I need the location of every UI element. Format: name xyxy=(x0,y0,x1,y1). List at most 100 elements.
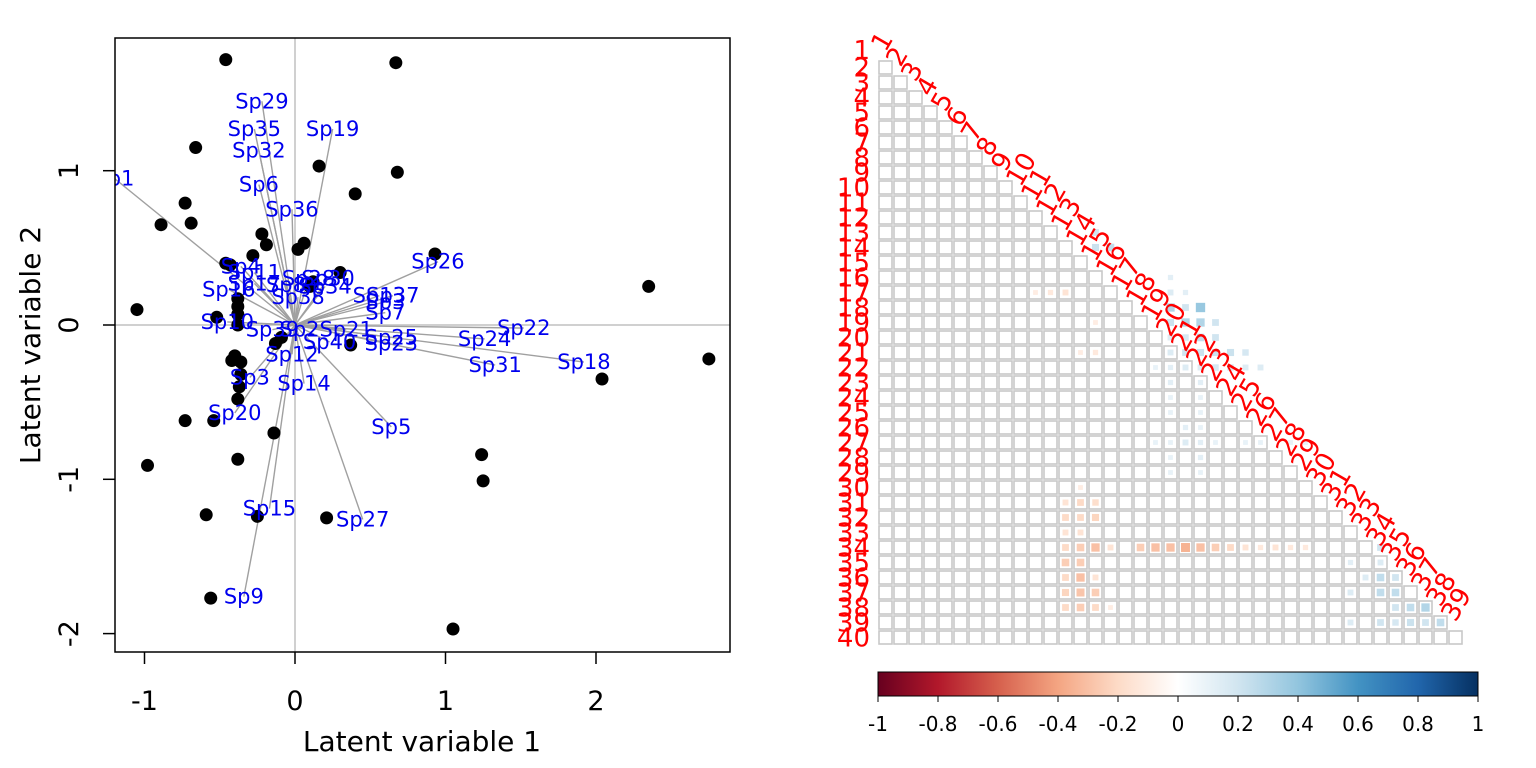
matrix-cell xyxy=(893,510,908,525)
matrix-cell xyxy=(878,60,893,75)
matrix-cell xyxy=(1133,420,1148,435)
correlation-square xyxy=(1182,424,1189,431)
correlation-square xyxy=(1166,543,1175,552)
correlation-square xyxy=(1106,243,1115,252)
row-label: 33 xyxy=(837,519,870,549)
y-tick-label: 1 xyxy=(54,162,85,179)
matrix-cell xyxy=(1118,315,1133,330)
species-label: Sp39 xyxy=(246,318,299,342)
matrix-cell xyxy=(1148,570,1163,585)
matrix-cell xyxy=(1133,450,1148,465)
matrix-cell xyxy=(1328,630,1343,645)
matrix-cell xyxy=(878,435,893,450)
matrix-cell xyxy=(1448,630,1463,645)
matrix-cell xyxy=(1208,405,1223,420)
matrix-cell xyxy=(1283,525,1298,540)
species-loading-line xyxy=(294,324,485,340)
matrix-cell xyxy=(1043,450,1058,465)
matrix-cell xyxy=(1148,555,1163,570)
site-point xyxy=(255,227,269,241)
matrix-cell xyxy=(1223,465,1238,480)
matrix-cell xyxy=(1043,435,1058,450)
matrix-cell xyxy=(998,180,1013,195)
matrix-cell xyxy=(1223,495,1238,510)
matrix-cell xyxy=(1013,480,1028,495)
matrix-cell xyxy=(878,390,893,405)
matrix-cell xyxy=(893,300,908,315)
correlation-square xyxy=(1196,543,1205,552)
correlation-square xyxy=(1093,320,1098,325)
matrix-cell xyxy=(1043,510,1058,525)
correlation-square xyxy=(1062,544,1069,551)
matrix-cell xyxy=(1403,630,1418,645)
matrix-cell xyxy=(1013,465,1028,480)
correlation-square xyxy=(1392,619,1399,626)
y-tick-label: 0 xyxy=(54,316,85,333)
site-point xyxy=(390,165,404,179)
matrix-cell xyxy=(1013,495,1028,510)
matrix-cell xyxy=(1148,330,1163,345)
species-label: Sp26 xyxy=(411,250,464,274)
matrix-cell xyxy=(1298,600,1313,615)
species-label: Sp6 xyxy=(239,173,279,197)
matrix-cell xyxy=(968,420,983,435)
matrix-cell xyxy=(1328,600,1343,615)
matrix-cell xyxy=(1148,465,1163,480)
matrix-cell xyxy=(1028,255,1043,270)
matrix-cell xyxy=(938,435,953,450)
matrix-cell xyxy=(1118,345,1133,360)
matrix-cell xyxy=(1283,555,1298,570)
matrix-cell xyxy=(1058,330,1073,345)
matrix-cell xyxy=(1298,570,1313,585)
species-label: Sp16 xyxy=(202,278,255,302)
correlation-square xyxy=(1347,559,1354,566)
matrix-cell xyxy=(1088,630,1103,645)
matrix-cell xyxy=(1193,555,1208,570)
matrix-cell xyxy=(1013,210,1028,225)
correlation-square xyxy=(1377,544,1384,551)
matrix-cell xyxy=(1223,480,1238,495)
matrix-cell xyxy=(1133,525,1148,540)
matrix-cell xyxy=(1268,450,1283,465)
matrix-cell xyxy=(998,450,1013,465)
matrix-cell xyxy=(908,420,923,435)
matrix-cell xyxy=(938,360,953,375)
matrix-cell xyxy=(998,240,1013,255)
matrix-cell xyxy=(1013,555,1028,570)
matrix-cell xyxy=(893,255,908,270)
matrix-cell xyxy=(1043,270,1058,285)
correlation-square xyxy=(1406,618,1415,627)
matrix-cell xyxy=(1268,480,1283,495)
matrix-cell xyxy=(878,630,893,645)
matrix-cell xyxy=(1058,435,1073,450)
matrix-cell xyxy=(938,240,953,255)
matrix-cell xyxy=(1253,525,1268,540)
matrix-cell xyxy=(938,525,953,540)
matrix-cell xyxy=(1148,420,1163,435)
matrix-cell xyxy=(1298,585,1313,600)
matrix-cell xyxy=(953,375,968,390)
matrix-cell xyxy=(968,585,983,600)
matrix-cell xyxy=(1223,570,1238,585)
matrix-cell xyxy=(938,600,953,615)
matrix-cell xyxy=(1253,585,1268,600)
matrix-cell xyxy=(1283,495,1298,510)
matrix-cell xyxy=(923,165,938,180)
matrix-cell xyxy=(1193,615,1208,630)
correlation-square xyxy=(1092,604,1099,611)
matrix-cell xyxy=(878,600,893,615)
matrix-cell xyxy=(968,255,983,270)
matrix-cell xyxy=(893,105,908,120)
matrix-cell xyxy=(1358,555,1373,570)
matrix-cell xyxy=(953,255,968,270)
matrix-cell xyxy=(1118,300,1133,315)
matrix-cell xyxy=(893,495,908,510)
correlation-marks xyxy=(1033,229,1445,627)
correlation-square xyxy=(1197,379,1204,386)
matrix-cell xyxy=(1103,630,1118,645)
matrix-cell xyxy=(878,195,893,210)
matrix-cell xyxy=(878,570,893,585)
matrix-cell xyxy=(983,300,998,315)
matrix-cell xyxy=(1028,480,1043,495)
